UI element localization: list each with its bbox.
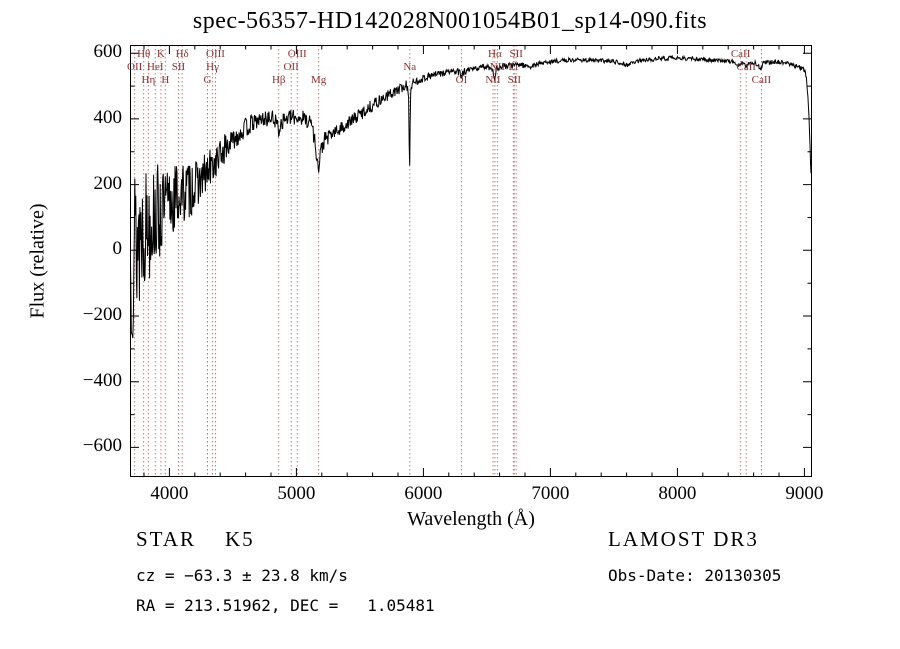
x-tick-label: 6000	[404, 483, 443, 504]
spectrum-line	[130, 54, 812, 339]
ra-dec-label: RA = 213.51962, DEC = 1.05481	[136, 596, 435, 615]
axis-ticks	[130, 45, 812, 477]
spectrum-plot: Hθ K Hδ OIII OIII Hα SII CaII OII HeI SII Hγ OII Na NI…	[127, 45, 812, 477]
x-tick-label: 7000	[531, 483, 570, 504]
y-tick-label: −400	[82, 369, 122, 391]
obs-date-label: Obs-Date: 20130305	[608, 566, 782, 585]
y-tick-label: −600	[82, 435, 122, 457]
x-tick-label: 5000	[277, 483, 316, 504]
x-tick-label: 4000	[150, 483, 189, 504]
radial-velocity-label: cz = −63.3 ± 23.8 km/s	[136, 566, 348, 585]
plot-frame-border	[130, 45, 812, 477]
page-title: spec-56357-HD142028N001054B01_sp14-090.f…	[192, 8, 708, 34]
x-tick-label: 9000	[785, 483, 824, 504]
survey-label: LAMOST DR3	[608, 527, 759, 551]
x-axis-label: Wavelength (Å)	[407, 508, 535, 530]
y-tick-label: 400	[93, 106, 123, 128]
spectrum-canvas	[130, 45, 812, 477]
y-tick-label: 200	[93, 172, 123, 194]
object-class-label: STAR K5	[136, 527, 255, 551]
y-tick-label: −200	[82, 304, 122, 326]
y-tick-label: 600	[93, 41, 123, 63]
y-axis-label: Flux (relative)	[26, 203, 49, 319]
x-tick-label: 8000	[658, 483, 697, 504]
y-tick-label: 0	[112, 238, 123, 260]
